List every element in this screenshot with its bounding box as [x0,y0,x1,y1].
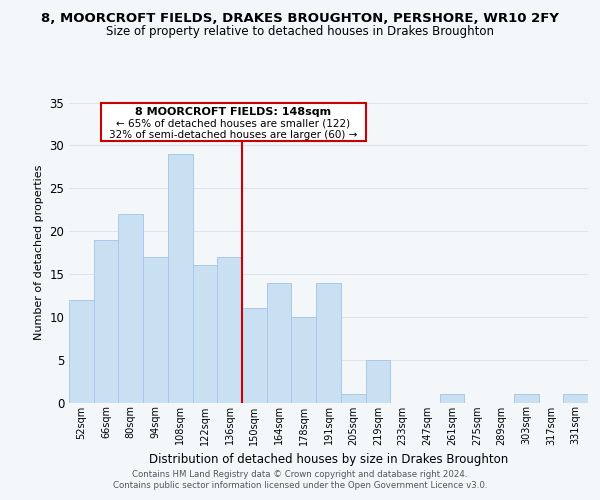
Text: ← 65% of detached houses are smaller (122): ← 65% of detached houses are smaller (12… [116,119,350,129]
Bar [94,240,118,402]
Text: 8 MOORCROFT FIELDS: 148sqm: 8 MOORCROFT FIELDS: 148sqm [135,107,331,117]
FancyBboxPatch shape [101,102,365,141]
Text: Contains HM Land Registry data © Crown copyright and database right 2024.: Contains HM Land Registry data © Crown c… [132,470,468,479]
Bar [514,394,539,402]
Bar [193,266,217,402]
Bar [440,394,464,402]
Text: Size of property relative to detached houses in Drakes Broughton: Size of property relative to detached ho… [106,25,494,38]
Bar [168,154,193,402]
Text: 32% of semi-detached houses are larger (60) →: 32% of semi-detached houses are larger (… [109,130,358,140]
X-axis label: Distribution of detached houses by size in Drakes Broughton: Distribution of detached houses by size … [149,453,508,466]
Bar [292,317,316,402]
Bar [365,360,390,403]
Text: Contains public sector information licensed under the Open Government Licence v3: Contains public sector information licen… [113,481,487,490]
Bar [316,282,341,403]
Bar [267,282,292,403]
Bar [143,257,168,402]
Text: 8, MOORCROFT FIELDS, DRAKES BROUGHTON, PERSHORE, WR10 2FY: 8, MOORCROFT FIELDS, DRAKES BROUGHTON, P… [41,12,559,26]
Bar [563,394,588,402]
Bar [217,257,242,402]
Bar [341,394,365,402]
Bar [118,214,143,402]
Bar [242,308,267,402]
Bar [69,300,94,403]
Y-axis label: Number of detached properties: Number of detached properties [34,165,44,340]
